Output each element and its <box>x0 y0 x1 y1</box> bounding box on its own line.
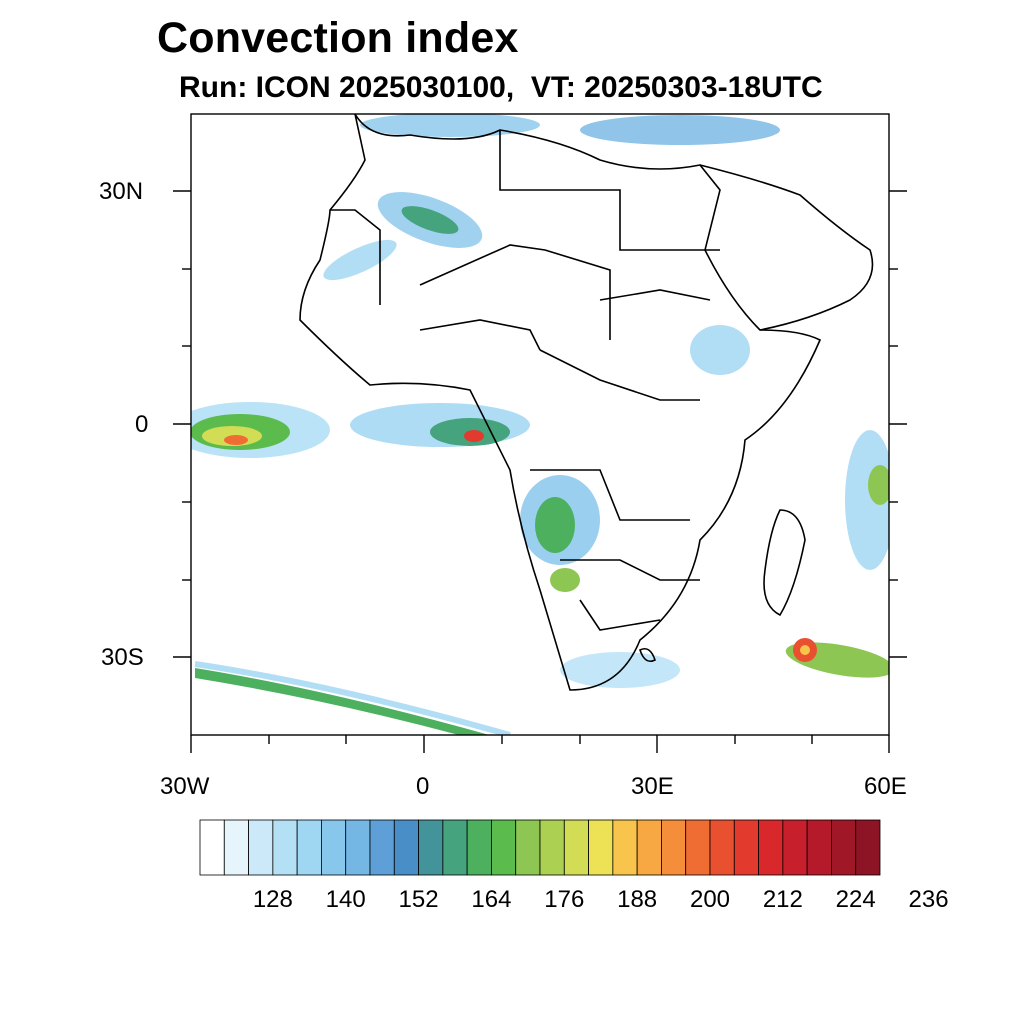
coastlines <box>299 114 874 691</box>
lat-label-0: 0 <box>135 411 149 438</box>
latitude-ticks <box>173 190 907 658</box>
colorbar-tick-label: 236 <box>908 886 949 913</box>
colorbar-box <box>491 819 517 876</box>
colorbar-tick-label: 212 <box>762 886 803 913</box>
lon-label-0: 0 <box>416 773 430 800</box>
colorbar-box <box>296 819 322 876</box>
colorbar-tick-label: 164 <box>471 886 512 913</box>
colorbar-box <box>563 819 589 876</box>
convection-field <box>191 114 889 735</box>
longitude-ticks <box>190 735 890 753</box>
colorbar-box <box>782 819 808 876</box>
colorbar-box <box>345 819 371 876</box>
colorbar <box>199 819 881 876</box>
colorbar-box <box>466 819 492 876</box>
lon-label-30w: 30W <box>160 773 210 800</box>
run-subtitle: Run: ICON 2025030100, VT: 20250303-18UTC <box>179 71 823 104</box>
colorbar-box <box>393 819 419 876</box>
colorbar-box <box>223 819 249 876</box>
colorbar-box <box>831 819 857 876</box>
colorbar-box <box>369 819 395 876</box>
colorbar-box <box>612 819 638 876</box>
colorbar-box <box>515 819 541 876</box>
colorbar-tick-label: 176 <box>544 886 585 913</box>
map-title: Convection index <box>157 14 519 62</box>
colorbar-tick-label: 188 <box>617 886 658 913</box>
colorbar-box <box>588 819 614 876</box>
colorbar-tick-label: 140 <box>325 886 366 913</box>
colorbar-box <box>758 819 784 876</box>
colorbar-tick-label: 200 <box>689 886 731 913</box>
colorbar-box <box>733 819 759 876</box>
colorbar-box <box>855 819 881 876</box>
colorbar-box <box>685 819 711 876</box>
colorbar-box <box>709 819 735 876</box>
colorbar-tick-label: 224 <box>835 886 876 913</box>
colorbar-box <box>272 819 298 876</box>
colorbar-box <box>806 819 832 876</box>
colorbar-tick-label: 152 <box>398 886 439 913</box>
lat-label-30s: 30S <box>101 644 144 671</box>
colorbar-box <box>636 819 662 876</box>
lon-label-60e: 60E <box>864 773 907 800</box>
colorbar-box <box>321 819 347 876</box>
lat-label-30n: 30N <box>99 178 144 205</box>
colorbar-box <box>418 819 444 876</box>
lon-label-30e: 30E <box>631 773 674 800</box>
colorbar-box <box>248 819 274 876</box>
colorbar-box <box>442 819 468 876</box>
colorbar-box <box>539 819 565 876</box>
colorbar-box <box>661 819 687 876</box>
colorbar-box <box>199 819 225 876</box>
colorbar-tick-label: 128 <box>252 886 293 913</box>
